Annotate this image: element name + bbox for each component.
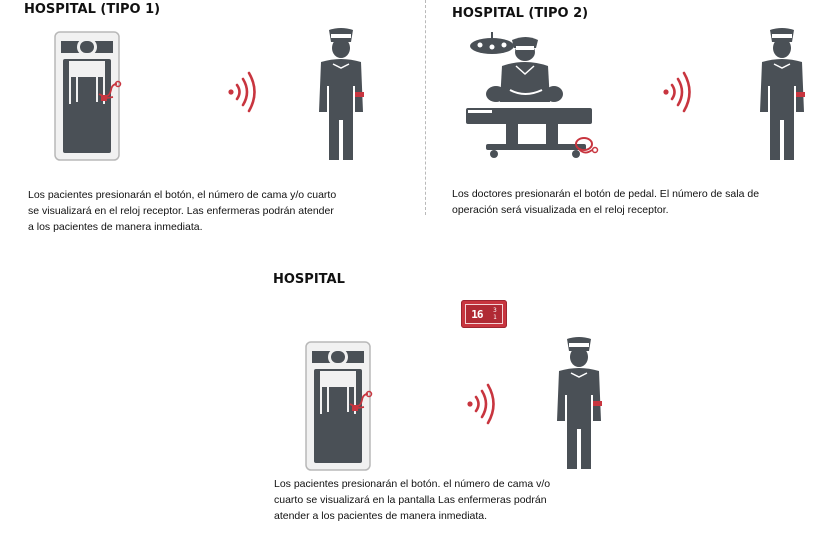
panel-3-title: HOSPITAL [273, 272, 345, 287]
panel-3-description: Los pacientes presionarán el botón. el n… [274, 478, 551, 522]
panel-2-title: HOSPITAL (TIPO 2) [452, 6, 589, 21]
display-room-number: 16 [471, 307, 483, 321]
panel-1-title: HOSPITAL (TIPO 1) [24, 2, 161, 17]
panel-1-description: Los pacientes presionarán el botón, el n… [28, 189, 337, 233]
panel-divider [425, 0, 426, 215]
display-bottom-digit: 1 [493, 314, 497, 321]
display-top-digit: 3 [493, 307, 497, 314]
display-side-digits: 3 1 [493, 307, 497, 321]
hospital-bed-icon [305, 341, 373, 471]
operating-room-icon [466, 32, 599, 158]
panel-2-description: Los doctores presionarán el botón de ped… [452, 188, 760, 216]
wireless-signal-icon [227, 71, 256, 113]
nurse-icon [759, 27, 806, 161]
receiver-display-screen: 16 3 1 [465, 304, 503, 324]
receiver-display-icon: 16 3 1 [461, 300, 507, 328]
hospital-bed-icon [54, 31, 122, 161]
wireless-signal-icon [466, 383, 495, 425]
nurse-icon [556, 336, 603, 470]
nurse-icon [318, 27, 365, 161]
wireless-signal-icon [662, 71, 691, 113]
